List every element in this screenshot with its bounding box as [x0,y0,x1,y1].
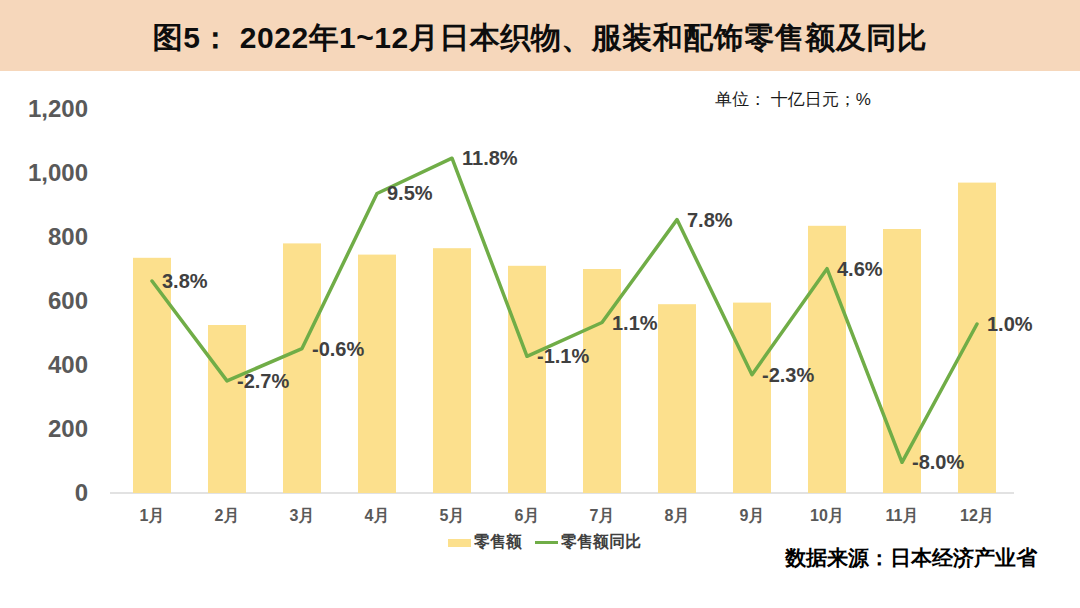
x-axis-label-12月: 12月 [960,507,994,524]
x-axis-label-4月: 4月 [365,507,390,524]
x-axis-label-8月: 8月 [665,507,690,524]
legend-bar-label: 零售额 [474,532,522,553]
bar-1月 [133,258,171,493]
y-axis-tick-label: 1,200 [28,95,88,122]
y-axis-tick-label: 0 [75,479,88,506]
x-axis-label-10月: 10月 [810,507,844,524]
y-axis-tick-label: 400 [48,351,88,378]
bar-8月 [658,304,696,493]
x-axis-label-5月: 5月 [440,507,465,524]
y-axis-tick-label: 800 [48,223,88,250]
line-data-label: 1.1% [612,312,658,334]
line-data-label: -2.7% [237,370,289,392]
line-data-label: 9.5% [387,182,433,204]
x-axis-label-1月: 1月 [140,507,165,524]
line-data-label: 4.6% [837,258,883,280]
legend-line-label: 零售额同比 [561,532,641,553]
yoy-line [152,158,977,462]
x-axis-label-3月: 3月 [290,507,315,524]
y-axis-tick-label: 200 [48,415,88,442]
bar-9月 [733,303,771,493]
line-data-label: -2.3% [762,364,814,386]
line-data-label: -8.0% [912,451,964,473]
source-label: 数据来源：日本经济产业省 [785,544,1037,572]
line-data-label: 1.0% [987,313,1033,335]
x-axis-label-7月: 7月 [590,507,615,524]
x-axis-label-11月: 11月 [886,507,919,524]
bar-12月 [958,183,996,493]
bar-6月 [508,266,546,493]
legend-bar-swatch [448,539,471,547]
line-data-label: 7.8% [687,209,733,231]
bar-3月 [283,243,321,493]
bar-4月 [358,255,396,493]
chart-canvas: 0 200 400 600 800 1,000 1,200 1月 2月 3月 4月 5月 6月 7月 8月 9… [0,0,1080,608]
y-axis-tick-label: 1,000 [28,159,88,186]
x-axis-label-9月: 9月 [740,507,765,524]
line-data-label: -0.6% [312,338,364,360]
legend-line-swatch [535,541,558,545]
x-axis-label-6月: 6月 [515,507,540,524]
line-data-label: -1.1% [537,345,589,367]
line-data-label: 11.8% [462,147,518,169]
x-axis-label-2月: 2月 [215,507,240,524]
legend: 零售额 零售额同比 [448,532,641,553]
bar-2月 [208,325,246,493]
line-data-label: 3.8% [162,270,208,292]
y-axis-tick-label: 600 [48,287,88,314]
bar-5月 [433,248,471,493]
